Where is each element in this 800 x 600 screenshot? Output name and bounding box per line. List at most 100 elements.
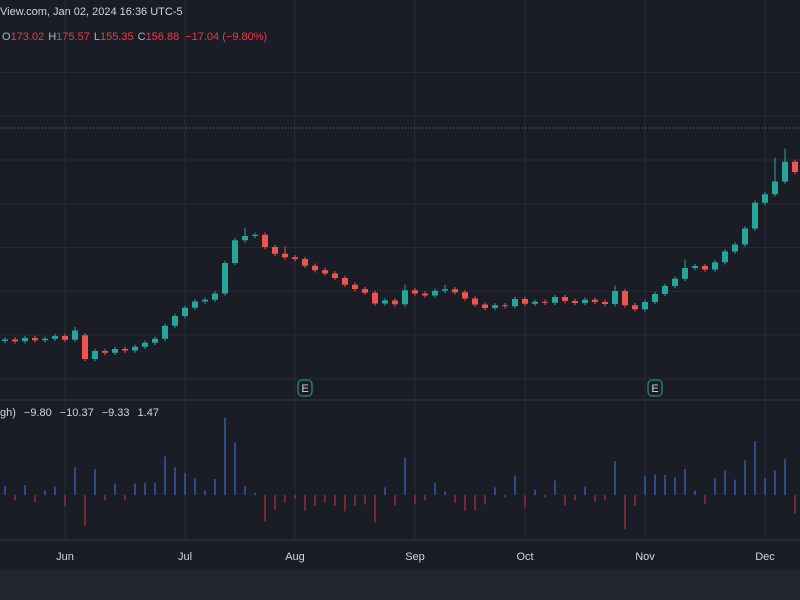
indicator-bar	[244, 485, 246, 496]
x-tick-label: Aug	[285, 551, 305, 563]
indicator-bar	[74, 467, 76, 496]
indicator-bar	[304, 495, 306, 511]
x-tick-label: Oct	[516, 551, 533, 563]
candle-body	[242, 236, 248, 241]
indicator-legend: gh)	[0, 407, 16, 419]
candle-body	[732, 244, 738, 252]
candle-body	[552, 297, 558, 303]
candle-body	[132, 346, 138, 351]
indicator-bar	[424, 495, 426, 501]
indicator-bar	[744, 460, 746, 496]
candle-body	[82, 335, 88, 359]
indicator-bar	[644, 475, 646, 496]
event-marker	[647, 379, 663, 397]
candle-body	[252, 234, 258, 236]
indicator-bar	[794, 495, 796, 514]
indicator-bar	[764, 478, 766, 496]
indicator-bar	[134, 483, 136, 496]
indicator-bar	[104, 495, 106, 501]
x-tick-label: Sep	[405, 551, 425, 563]
indicator-bar	[384, 487, 386, 496]
candle-body	[192, 301, 198, 308]
candle-body	[632, 305, 638, 310]
indicator-bar	[754, 440, 756, 496]
indicator-bar	[144, 482, 146, 496]
indicator-bar	[364, 495, 366, 505]
candle-body	[562, 297, 568, 301]
candle-body	[582, 299, 588, 303]
indicator-bar	[84, 495, 86, 526]
ohlc-label: C	[138, 31, 146, 43]
candle-body	[412, 290, 418, 294]
candle-body	[402, 290, 408, 305]
indicator-bar	[784, 458, 786, 496]
candle-body	[572, 301, 578, 303]
indicator-bar	[314, 495, 316, 506]
candle-body	[782, 161, 788, 182]
candle-body	[702, 266, 708, 270]
indicator-bar	[294, 495, 296, 500]
candle-body	[622, 291, 628, 306]
indicator-bar	[194, 478, 196, 496]
candle-body	[682, 268, 688, 279]
indicator-bar	[154, 482, 156, 496]
candle-body	[342, 278, 348, 285]
candle-body	[352, 284, 358, 289]
candle-body	[512, 299, 518, 307]
candle-body	[612, 291, 618, 304]
indicator-bar	[694, 490, 696, 496]
indicator-legend: −9.33	[102, 407, 130, 419]
candle-body	[712, 262, 718, 270]
x-tick-label: Jul	[178, 551, 192, 563]
indicator-bar	[174, 467, 176, 496]
indicator-bar	[674, 477, 676, 496]
candle-body	[452, 289, 458, 293]
indicator-bar	[344, 495, 346, 512]
indicator-bar	[414, 495, 416, 504]
indicator-bar	[334, 495, 336, 506]
candle-body	[52, 336, 58, 339]
ohlc-value: 156.88	[146, 31, 180, 43]
candle-body	[272, 247, 278, 254]
candle-body	[472, 298, 478, 305]
indicator-bar	[484, 495, 486, 505]
indicator-bar	[404, 458, 406, 496]
candle-body	[72, 330, 78, 340]
indicator-bar	[124, 495, 126, 500]
candle-body	[392, 300, 398, 305]
indicator-bar	[664, 475, 666, 496]
indicator-bar	[204, 490, 206, 496]
ohlc-label: L	[94, 31, 100, 43]
candle-body	[502, 305, 508, 307]
candle-body	[762, 194, 768, 203]
ohlc-value: 155.35	[100, 31, 134, 43]
indicator-bar	[14, 495, 16, 501]
indicator-bar	[54, 486, 56, 496]
candle-body	[292, 257, 298, 259]
candle-body	[262, 234, 268, 247]
indicator-bar	[684, 468, 686, 496]
candle-body	[322, 270, 328, 274]
indicator-bar	[704, 495, 706, 504]
indicator-bar	[164, 456, 166, 496]
indicator-bar	[624, 495, 626, 530]
candle-body	[122, 349, 128, 351]
header-ohlc: O173.02 H175.57 L155.35 C156.88 −17.04 (−9.8…	[2, 31, 267, 43]
candle-body	[422, 293, 428, 296]
indicator-bar	[214, 478, 216, 496]
event-label: E	[651, 383, 658, 395]
candle-body	[672, 278, 678, 286]
indicator-bar	[254, 492, 256, 496]
indicator-bar	[514, 475, 516, 496]
indicator-legend: −10.37	[60, 407, 94, 419]
candle-body	[12, 339, 18, 342]
indicator-bar	[44, 490, 46, 496]
candle-body	[362, 289, 368, 293]
indicator-bar	[614, 461, 616, 496]
indicator-bar	[434, 482, 436, 496]
ohlc-label: O	[2, 31, 11, 43]
candle-body	[102, 351, 108, 353]
candle-body	[2, 339, 8, 341]
candle-body	[182, 307, 188, 316]
ohlc-label: H	[48, 31, 56, 43]
